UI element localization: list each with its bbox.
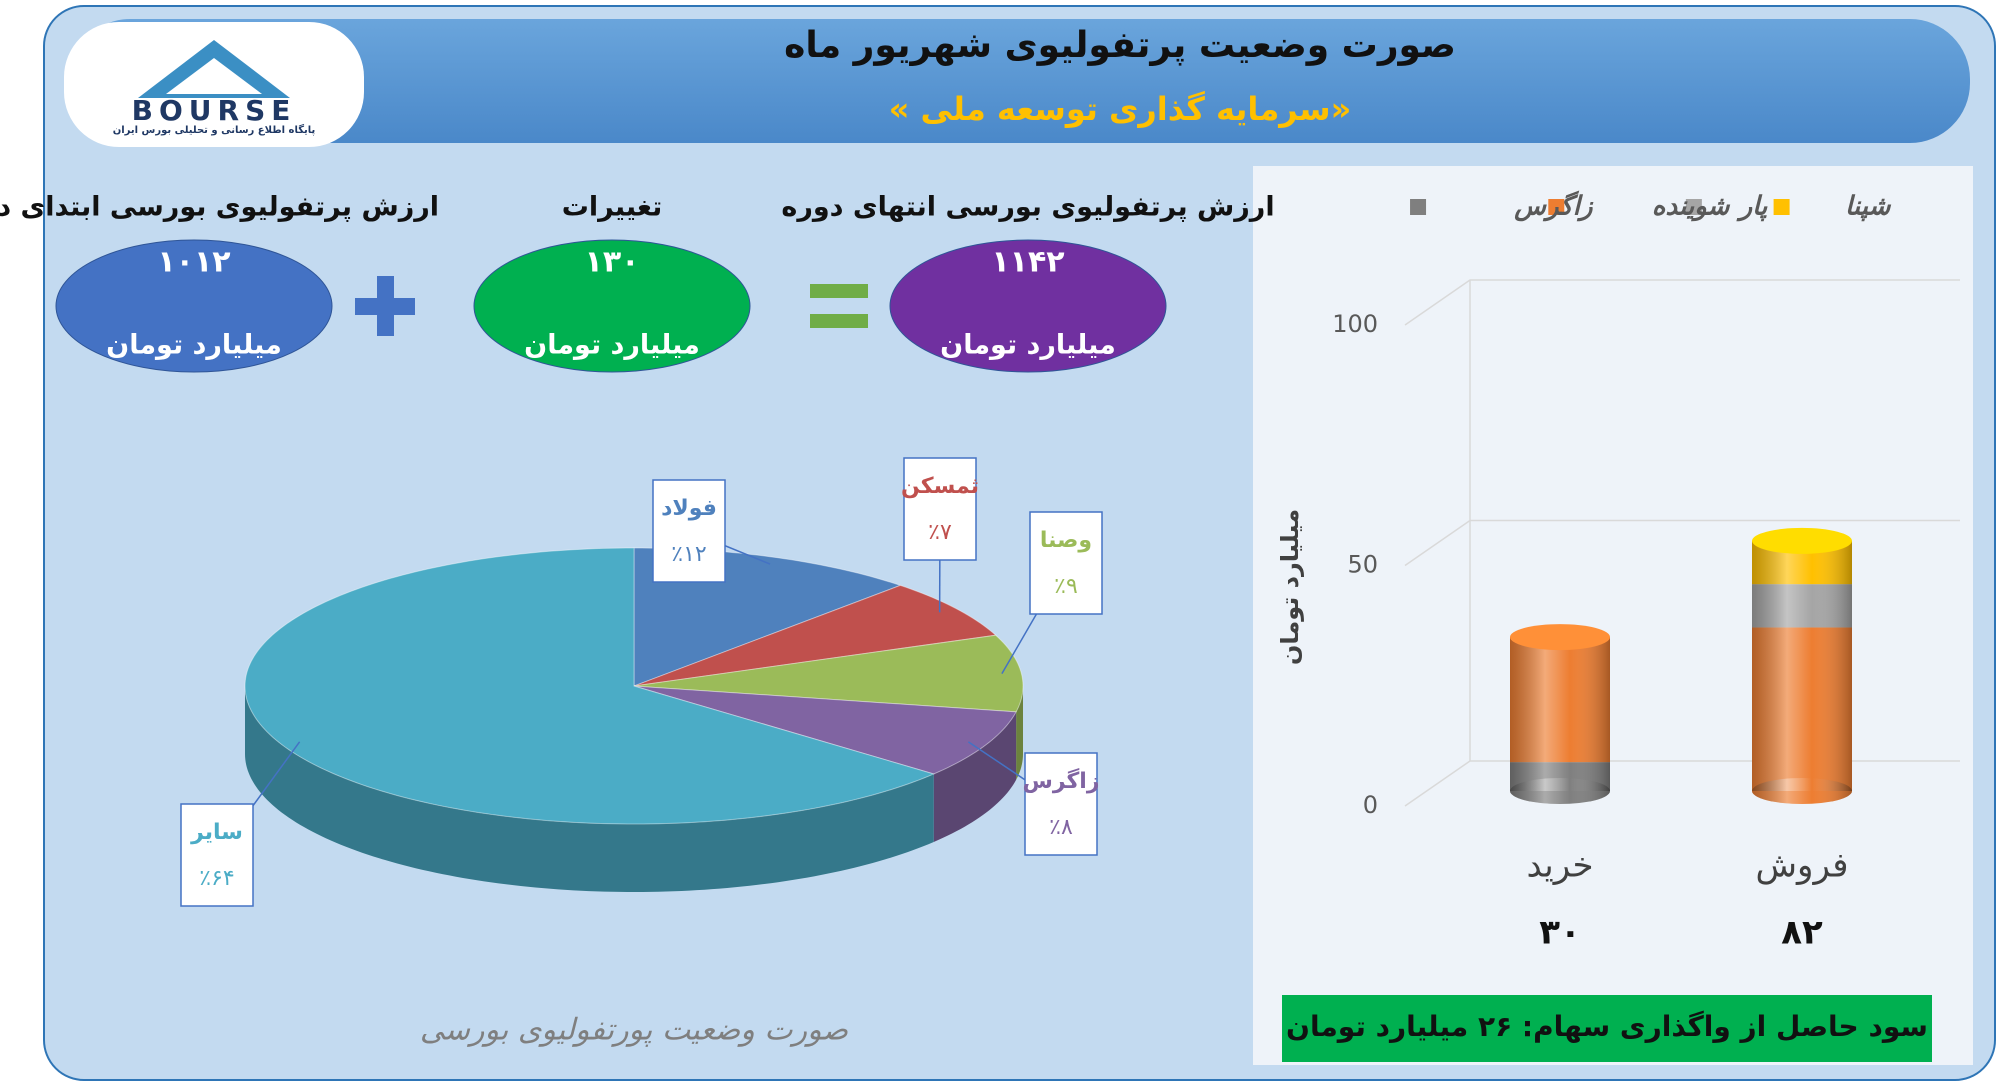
pie-value-label: ٪۱۲: [671, 542, 706, 567]
pie-side: [1016, 686, 1023, 780]
logo-inner: [166, 58, 262, 94]
bar-base-shade: [1752, 778, 1852, 804]
title: صورت وضعیت پرتفولیوی شهریور ماه: [784, 25, 1456, 66]
pie-slice: [244, 547, 936, 825]
y-tick-label: 100: [1332, 310, 1378, 338]
y-tick-label: 0: [1363, 791, 1378, 819]
summary-label: ارزش پرتفولیوی بورسی انتهای دوره: [781, 192, 1274, 223]
pie-label: زاگرس: [1022, 767, 1099, 794]
summary-value: ۱۳۰: [585, 245, 640, 280]
logo-caption: پایگاه اطلاع رسانی و تحلیلی بورس ایران: [113, 123, 316, 136]
legend-label: زاگرس: [1513, 190, 1594, 222]
grid-line: [1404, 519, 1960, 567]
summary-oval: [473, 239, 751, 373]
pie-label: وصنا: [1040, 528, 1092, 553]
bar-shading: [1752, 540, 1852, 791]
summary-unit: میلیارد تومان: [940, 330, 1116, 361]
legend-label: شوینده: [1652, 192, 1731, 222]
footer-box: [1282, 995, 1932, 1062]
pie-value-label: ٪۹: [1054, 574, 1078, 599]
bar-base-shade: [1510, 778, 1610, 804]
bar-cap: [1752, 527, 1852, 554]
footer-note: سود حاصل از واگذاری سهام: ۲۶ میلیارد توم…: [1286, 1010, 1928, 1043]
pie-label: سایر: [190, 820, 243, 845]
pie-value-label: ٪۸: [1049, 815, 1073, 840]
pie-label: ثمسکن: [901, 474, 979, 499]
bar-cap: [1510, 624, 1610, 651]
total-label: ۸۲: [1781, 913, 1823, 953]
bar-shading: [1510, 637, 1610, 791]
logo-text: BOURSE: [132, 94, 297, 127]
legend-label: شپنا: [1845, 192, 1892, 222]
summary-value: ۱۰۱۲: [157, 245, 230, 280]
summary-value: ۱۱۴۲: [991, 245, 1064, 280]
pie-slice: [633, 685, 1017, 775]
equals-sign: [810, 284, 868, 298]
bar-panel: [1253, 166, 1973, 1065]
y-axis-label: میلیارد تومان: [1276, 509, 1304, 665]
pie-label: فولاد: [661, 496, 717, 521]
pie-title: صورت وضعیت پورتفولیوی بورسی: [420, 1013, 849, 1048]
summary-label: تغییرات: [562, 192, 663, 223]
pie-side: [933, 711, 1017, 842]
pie-value-label: ٪۷: [928, 520, 952, 545]
pie-side: [245, 686, 934, 892]
callout-box: [652, 479, 726, 583]
summary-unit: میلیارد تومان: [106, 330, 282, 361]
x-tick-label: فروش: [1756, 846, 1849, 886]
legend-swatch: [1685, 199, 1702, 215]
callout-box: [180, 803, 254, 907]
pie-slice: [633, 584, 997, 687]
x-tick-label: خرید: [1526, 846, 1593, 886]
summary-unit: میلیارد تومان: [524, 330, 700, 361]
callout-box: [903, 457, 977, 561]
pie-value-label: ٪۶۴: [199, 866, 234, 891]
total-label: ۳۰: [1539, 913, 1581, 953]
callout-box: [1029, 511, 1103, 615]
callout-box: [1024, 752, 1098, 856]
header-band: [70, 19, 1970, 143]
legend-swatch: [1773, 199, 1790, 215]
legend-swatch: [1410, 199, 1427, 215]
y-tick-label: 50: [1347, 551, 1378, 579]
equals-sign: [810, 314, 868, 328]
subtitle: «سرمایه گذاری توسعه ملی »: [889, 90, 1352, 128]
summary-label: ارزش پرتفولیوی بورسی ابتدای دوره: [0, 192, 439, 223]
summary-oval: [55, 239, 333, 373]
pie-slice: [633, 634, 1024, 713]
grid-line: [1404, 279, 1960, 326]
legend-label: پار: [1736, 192, 1768, 222]
summary-oval: [889, 239, 1167, 373]
plus-sign: [377, 276, 394, 336]
legend-swatch: [1548, 199, 1565, 215]
